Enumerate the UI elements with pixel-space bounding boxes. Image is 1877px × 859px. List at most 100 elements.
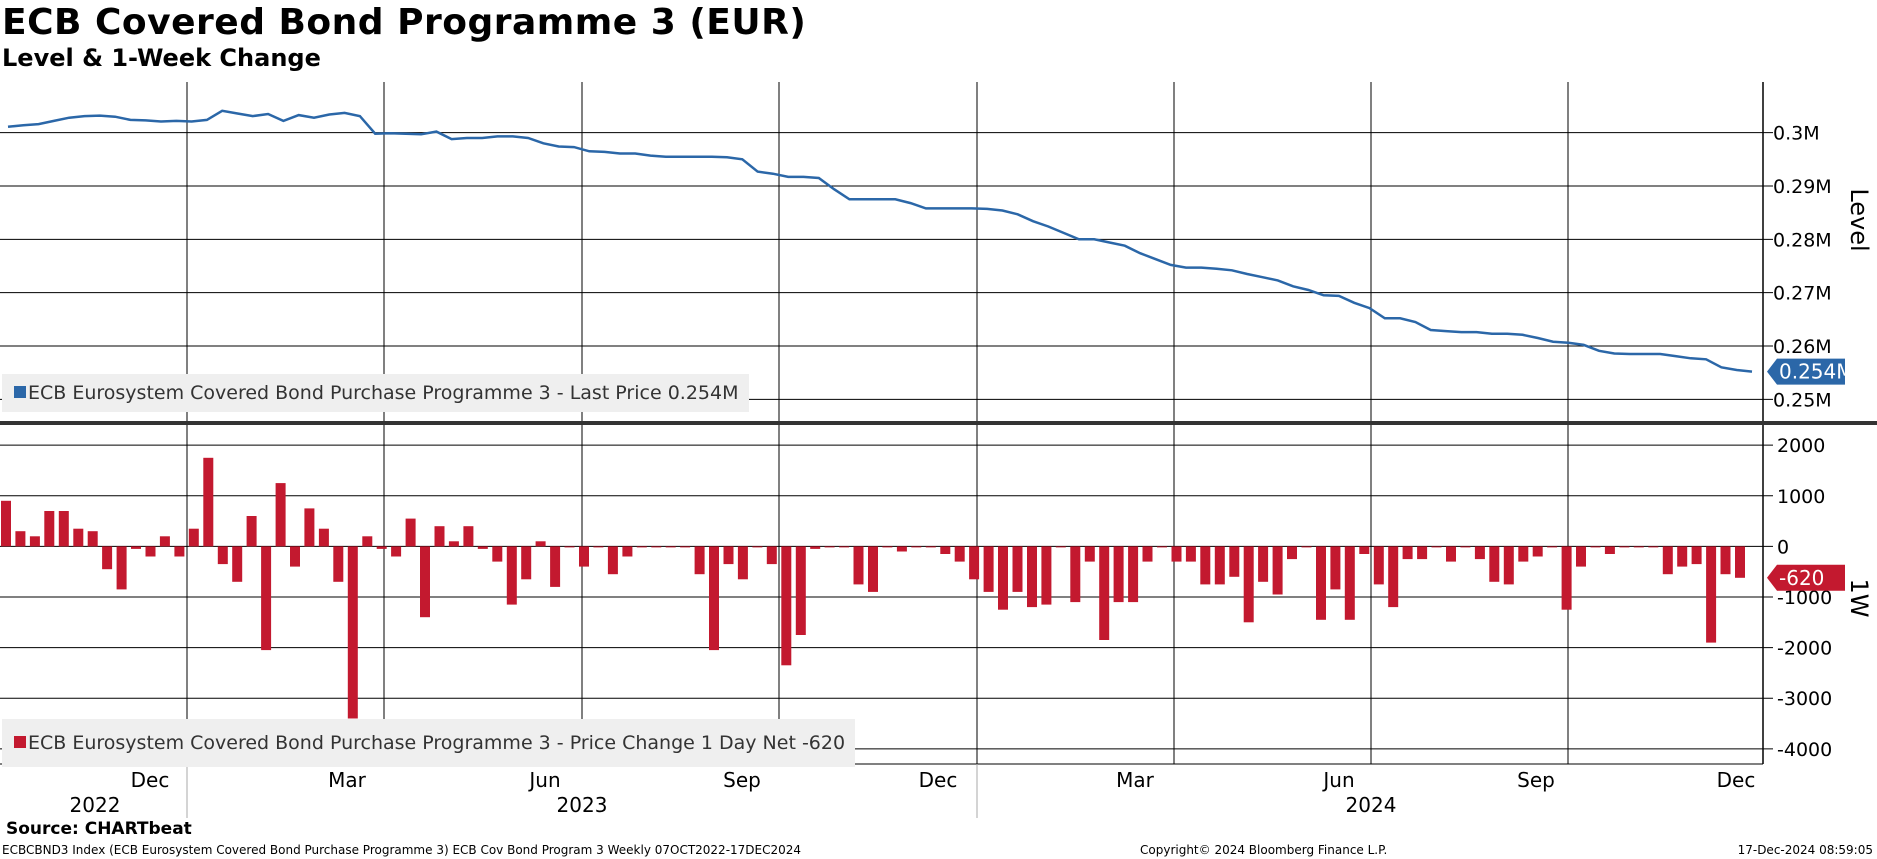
change-bar bbox=[579, 546, 589, 567]
change-bar bbox=[1662, 546, 1673, 575]
change-bar bbox=[824, 546, 835, 548]
change-bar bbox=[87, 531, 98, 547]
change-bar bbox=[810, 546, 821, 549]
footer-timestamp: 17-Dec-2024 08:59:05 bbox=[1737, 843, 1873, 857]
change-bar bbox=[1735, 546, 1745, 578]
grid-lines bbox=[0, 82, 1773, 764]
change-bar bbox=[203, 457, 214, 547]
change-bar bbox=[492, 546, 503, 562]
change-bar bbox=[1272, 546, 1283, 595]
month-label: Mar bbox=[328, 768, 367, 792]
change-bar bbox=[304, 508, 315, 547]
change-bar bbox=[940, 546, 951, 554]
change-bar bbox=[1316, 546, 1326, 620]
change-bar bbox=[839, 546, 850, 548]
change-bar bbox=[564, 546, 575, 548]
year-label: 2023 bbox=[557, 793, 608, 817]
month-label: Sep bbox=[723, 768, 761, 792]
month-label: Dec bbox=[1717, 768, 1756, 792]
change-bar bbox=[1388, 546, 1399, 608]
level-tick-label: 0.25M bbox=[1773, 389, 1832, 411]
change-bar bbox=[1229, 546, 1240, 577]
change-last-callout: -620 bbox=[1767, 564, 1845, 591]
change-bar bbox=[448, 541, 459, 547]
change-bar bbox=[290, 546, 300, 567]
change-bar bbox=[1301, 546, 1312, 548]
change-bar bbox=[1359, 546, 1370, 554]
change-bar bbox=[1402, 546, 1413, 560]
change-bar bbox=[622, 546, 633, 557]
panel-divider bbox=[0, 421, 1877, 425]
change-legend-text: ECB Eurosystem Covered Bond Purchase Pro… bbox=[28, 732, 846, 754]
change-bar bbox=[882, 546, 893, 548]
change-bar bbox=[1474, 546, 1485, 560]
change-bar bbox=[925, 546, 936, 548]
change-bar bbox=[651, 546, 662, 548]
change-bar bbox=[983, 546, 994, 592]
change-bar bbox=[275, 483, 286, 547]
change-bar bbox=[723, 546, 734, 565]
change-bar bbox=[781, 546, 792, 666]
change-bar bbox=[1041, 546, 1052, 605]
change-bar bbox=[680, 546, 691, 548]
change-bar bbox=[347, 546, 358, 719]
change-bar bbox=[232, 546, 243, 582]
change-bar bbox=[607, 546, 618, 575]
change-bar bbox=[896, 546, 907, 552]
change-bar bbox=[998, 546, 1008, 610]
month-label: Mar bbox=[1116, 768, 1155, 792]
year-label: 2024 bbox=[1346, 793, 1397, 817]
month-label: Jun bbox=[1321, 768, 1354, 792]
chart-subtitle: Level & 1-Week Change bbox=[2, 44, 321, 72]
change-bars bbox=[1, 457, 1745, 719]
change-bar bbox=[1590, 546, 1601, 548]
change-bar bbox=[217, 546, 228, 565]
change-bar bbox=[795, 546, 806, 635]
change-tick-label: -3000 bbox=[1777, 688, 1832, 710]
change-bar bbox=[261, 546, 272, 651]
change-bar bbox=[1344, 546, 1355, 620]
change-bar bbox=[954, 546, 965, 562]
change-bar bbox=[911, 546, 922, 548]
change-bar bbox=[636, 546, 647, 548]
change-bar bbox=[376, 546, 387, 549]
change-bar bbox=[477, 546, 488, 549]
month-label: Sep bbox=[1517, 768, 1555, 792]
change-bar bbox=[174, 546, 185, 557]
change-bar bbox=[29, 536, 40, 547]
change-bar bbox=[434, 526, 445, 547]
change-bar bbox=[1157, 546, 1167, 548]
level-callout-text: 0.254M bbox=[1779, 360, 1854, 384]
change-bar bbox=[1012, 546, 1023, 592]
change-bar bbox=[593, 546, 604, 548]
change-bar bbox=[1113, 546, 1124, 603]
change-bar bbox=[391, 546, 402, 557]
change-bar bbox=[420, 546, 430, 618]
change-bar bbox=[1503, 546, 1514, 585]
change-bar bbox=[1604, 546, 1615, 554]
change-bar bbox=[1200, 546, 1211, 585]
change-bar bbox=[318, 528, 329, 547]
change-bar bbox=[1561, 546, 1572, 610]
change-tick-label: 2000 bbox=[1777, 435, 1825, 457]
level-axis-label: Level bbox=[1845, 188, 1873, 251]
change-bar bbox=[1677, 546, 1688, 567]
level-legend: ECB Eurosystem Covered Bond Purchase Pro… bbox=[2, 374, 749, 412]
legend-swatch-icon bbox=[14, 736, 26, 748]
change-bar bbox=[1185, 546, 1196, 562]
change-bar bbox=[131, 546, 141, 549]
change-bar bbox=[737, 546, 748, 580]
change-bar bbox=[73, 528, 84, 547]
change-bar bbox=[1691, 546, 1702, 565]
change-bar bbox=[506, 546, 517, 605]
change-bar bbox=[246, 516, 257, 547]
change-bar bbox=[188, 528, 199, 547]
month-label: Dec bbox=[131, 768, 170, 792]
change-bar bbox=[463, 526, 474, 547]
change-bar bbox=[1576, 546, 1586, 567]
level-tick-label: 0.28M bbox=[1773, 229, 1832, 251]
change-bar bbox=[1532, 546, 1543, 557]
level-tick-label: 0.3M bbox=[1773, 123, 1820, 145]
change-tick-label: -2000 bbox=[1777, 638, 1832, 660]
change-bar bbox=[1417, 546, 1428, 560]
